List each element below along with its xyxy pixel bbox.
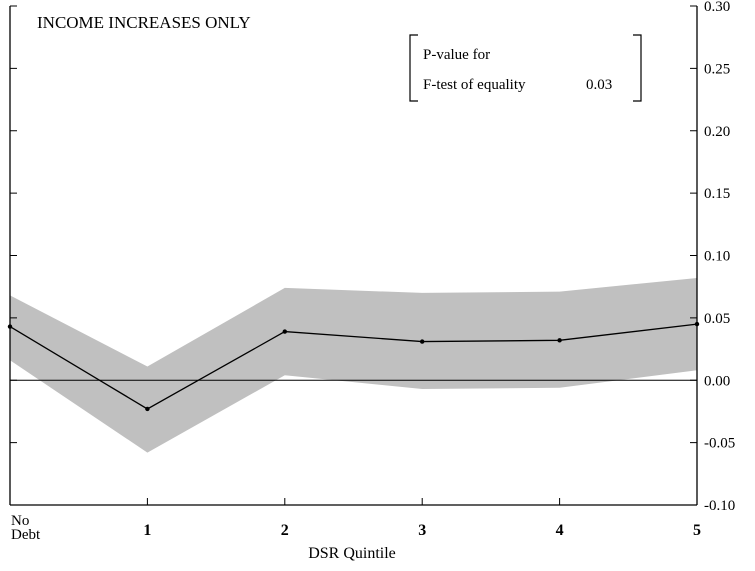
y-tick-label: 0.20 — [704, 124, 730, 140]
annotation-pvalue: 0.03 — [586, 77, 612, 93]
data-point-3 — [420, 339, 425, 344]
y-axis-ticks: -0.10 -0.05 0.00 0.05 0.10 0.15 0.20 0.25 0.30 — [10, 0, 735, 514]
y-tick-label: -0.05 — [704, 436, 735, 452]
annotation-bracket-right — [633, 34, 642, 102]
x-tick-label: 5 — [693, 522, 701, 539]
data-point-2 — [282, 329, 287, 334]
x-tick-label: No — [11, 513, 29, 529]
y-tick-label: 0.00 — [704, 373, 730, 389]
confidence-band-layer — [10, 277, 697, 453]
annotation-bracket-left — [409, 34, 418, 102]
annotation-line-2: F-test of equality — [423, 77, 526, 93]
x-tick-label: 1 — [143, 522, 151, 539]
y-tick-label: 0.25 — [704, 61, 730, 77]
y-tick-label: 0.10 — [704, 249, 730, 265]
series-line — [9, 323, 698, 410]
y-tick-label: 0.15 — [704, 186, 730, 202]
confidence-band — [10, 277, 697, 453]
y-tick-label: -0.10 — [704, 498, 735, 514]
y-tick-label: 0.05 — [704, 311, 730, 327]
chart-title: INCOME INCREASES ONLY — [37, 13, 251, 32]
x-tick-label: 3 — [418, 522, 426, 539]
data-point-1 — [145, 406, 150, 412]
x-tick-label: 4 — [556, 522, 564, 539]
data-point-4 — [557, 338, 562, 343]
annotation-line-1: P-value for — [423, 47, 490, 63]
annotation-box: P-value for F-test of equality 0.03 — [409, 34, 642, 102]
y-tick-label: 0.30 — [704, 0, 730, 15]
x-axis-label: DSR Quintile — [308, 545, 396, 562]
x-tick-label: Debt — [11, 527, 41, 543]
x-tick-label: 2 — [281, 522, 289, 539]
